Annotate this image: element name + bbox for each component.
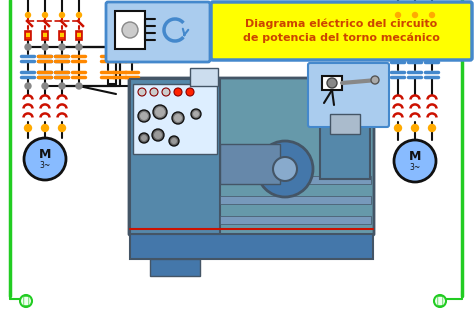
Bar bbox=[220, 176, 371, 184]
Circle shape bbox=[138, 88, 146, 96]
Circle shape bbox=[172, 112, 184, 124]
Bar bbox=[76, 31, 82, 40]
Circle shape bbox=[371, 76, 379, 84]
FancyBboxPatch shape bbox=[308, 63, 389, 127]
Bar bbox=[77, 33, 81, 37]
Circle shape bbox=[394, 140, 436, 182]
Circle shape bbox=[169, 136, 179, 146]
Circle shape bbox=[58, 124, 65, 131]
Circle shape bbox=[42, 44, 48, 50]
Bar bbox=[115, 11, 145, 49]
Bar bbox=[60, 33, 64, 37]
Circle shape bbox=[25, 44, 31, 50]
Text: Diagrama eléctrico del circuito
de potencia del torno mecánico: Diagrama eléctrico del circuito de poten… bbox=[243, 19, 439, 43]
Circle shape bbox=[139, 133, 149, 143]
Circle shape bbox=[76, 44, 82, 50]
Bar bbox=[190, 68, 218, 86]
FancyBboxPatch shape bbox=[211, 2, 472, 60]
Bar bbox=[396, 35, 400, 39]
Circle shape bbox=[434, 295, 446, 307]
Circle shape bbox=[76, 12, 82, 18]
Circle shape bbox=[26, 12, 30, 18]
Bar bbox=[42, 31, 48, 40]
Bar bbox=[59, 31, 65, 40]
Circle shape bbox=[140, 112, 148, 120]
Text: ⏚: ⏚ bbox=[437, 296, 443, 306]
Circle shape bbox=[59, 44, 65, 50]
Bar bbox=[220, 196, 371, 204]
Bar bbox=[412, 33, 418, 41]
Circle shape bbox=[42, 124, 48, 131]
Circle shape bbox=[150, 88, 158, 96]
Circle shape bbox=[327, 78, 337, 88]
Circle shape bbox=[394, 124, 401, 131]
Bar bbox=[220, 216, 371, 224]
Circle shape bbox=[152, 129, 164, 141]
Circle shape bbox=[59, 83, 65, 89]
Circle shape bbox=[25, 124, 31, 131]
Bar bbox=[430, 35, 434, 39]
Circle shape bbox=[60, 12, 64, 18]
Bar bbox=[322, 76, 342, 90]
Circle shape bbox=[273, 157, 297, 181]
Circle shape bbox=[193, 111, 199, 117]
Circle shape bbox=[42, 83, 48, 89]
Circle shape bbox=[154, 131, 162, 139]
Text: M: M bbox=[409, 151, 421, 164]
Bar bbox=[395, 33, 401, 41]
Bar bbox=[133, 84, 217, 154]
Bar bbox=[43, 33, 47, 37]
Bar bbox=[220, 144, 280, 184]
Circle shape bbox=[76, 83, 82, 89]
Circle shape bbox=[395, 12, 401, 18]
Bar bbox=[130, 79, 220, 234]
Bar bbox=[429, 33, 435, 41]
Bar bbox=[26, 33, 30, 37]
Circle shape bbox=[155, 107, 165, 117]
Circle shape bbox=[186, 88, 194, 96]
Text: 3~: 3~ bbox=[410, 162, 420, 172]
Circle shape bbox=[411, 124, 419, 131]
Circle shape bbox=[25, 83, 31, 89]
Circle shape bbox=[162, 88, 170, 96]
Circle shape bbox=[20, 295, 32, 307]
Circle shape bbox=[153, 105, 167, 119]
Circle shape bbox=[429, 12, 435, 18]
Circle shape bbox=[171, 138, 177, 144]
Circle shape bbox=[412, 12, 418, 18]
Circle shape bbox=[174, 88, 182, 96]
Circle shape bbox=[138, 110, 150, 122]
Bar bbox=[330, 114, 360, 134]
Text: ⏚: ⏚ bbox=[23, 296, 29, 306]
FancyBboxPatch shape bbox=[106, 2, 210, 62]
FancyBboxPatch shape bbox=[129, 78, 374, 235]
Bar bbox=[25, 31, 31, 40]
Text: 3~: 3~ bbox=[39, 160, 51, 169]
Text: M: M bbox=[39, 149, 51, 161]
Circle shape bbox=[141, 135, 147, 141]
Bar bbox=[130, 234, 373, 259]
Circle shape bbox=[428, 124, 436, 131]
Bar bbox=[413, 35, 417, 39]
Circle shape bbox=[24, 138, 66, 180]
Circle shape bbox=[257, 141, 313, 197]
Bar bbox=[320, 119, 370, 179]
Circle shape bbox=[191, 109, 201, 119]
Circle shape bbox=[122, 22, 138, 38]
Circle shape bbox=[174, 114, 182, 122]
Bar bbox=[150, 259, 200, 276]
Circle shape bbox=[43, 12, 47, 18]
